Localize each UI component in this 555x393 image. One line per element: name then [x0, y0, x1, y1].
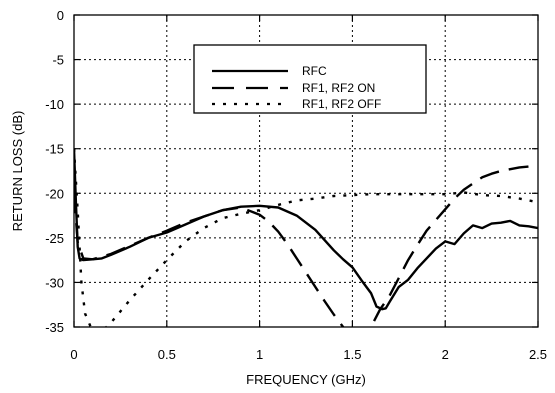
y-tick-label: -25 [45, 231, 64, 246]
y-tick-label: -20 [45, 186, 64, 201]
y-tick-label: -15 [45, 142, 64, 157]
x-tick-label: 0.5 [158, 347, 176, 362]
legend-label-rf1-rf2-off: RF1, RF2 OFF [302, 97, 381, 111]
y-tick-labels: 0 -5 -10 -15 -20 -25 -30 -35 [45, 8, 64, 335]
legend-label-rfc: RFC [302, 64, 327, 78]
x-tick-label: 1.5 [343, 347, 361, 362]
legend-label-rf1-rf2-on: RF1, RF2 ON [302, 81, 375, 95]
x-tick-label: 0 [70, 347, 77, 362]
series-line-rf1-rf2-on [74, 165, 529, 327]
legend: RFC RF1, RF2 ON RF1, RF2 OFF [193, 44, 427, 114]
series-line-rf1-rf2-off [74, 148, 538, 327]
y-tick-label: -30 [45, 275, 64, 290]
series-line-rfc [74, 148, 538, 311]
y-tick-label: -35 [45, 320, 64, 335]
series-group [74, 148, 538, 327]
legend-box [193, 44, 427, 114]
x-tick-label: 2.5 [529, 347, 547, 362]
y-tick-label: 0 [57, 8, 64, 23]
y-tick-label: -5 [52, 53, 64, 68]
x-tick-labels: 0 0.5 1 1.5 2 2.5 [70, 347, 547, 362]
tick-marks [73, 14, 539, 328]
x-axis-label: FREQUENCY (GHz) [246, 372, 366, 387]
x-tick-label: 1 [256, 347, 263, 362]
y-tick-label: -10 [45, 97, 64, 112]
x-tick-label: 2 [442, 347, 449, 362]
y-axis-label: RETURN LOSS (dB) [10, 111, 25, 232]
